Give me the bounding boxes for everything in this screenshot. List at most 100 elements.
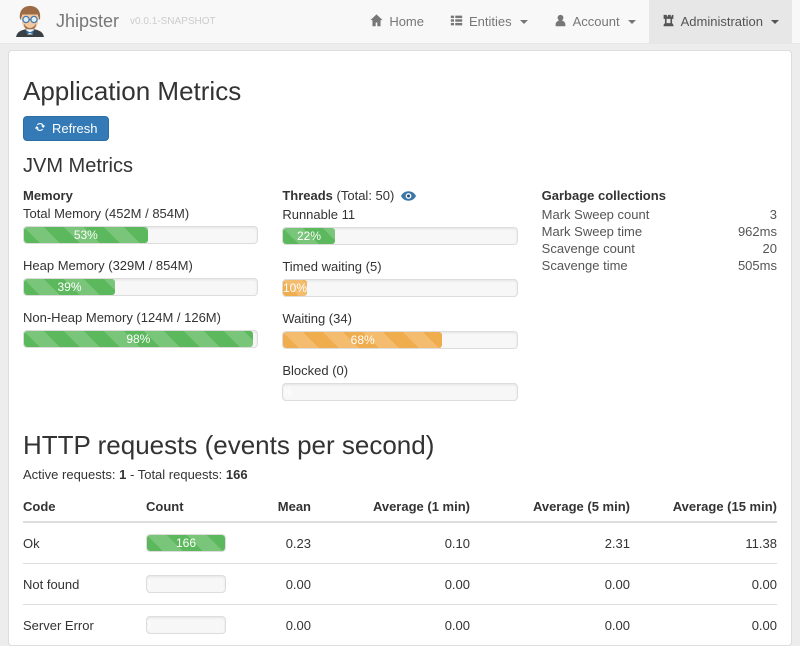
avg1-cell: 0.10 bbox=[444, 535, 470, 551]
nav-item-account[interactable]: Account bbox=[541, 0, 649, 43]
http-requests-title: HTTP requests (events per second) bbox=[23, 429, 435, 460]
refresh-button[interactable]: Refresh bbox=[23, 115, 109, 141]
avg15-cell: 0.00 bbox=[630, 563, 777, 605]
col-header-code: Code bbox=[23, 494, 146, 524]
user-icon bbox=[554, 14, 567, 30]
memory-title: Memory bbox=[23, 187, 73, 203]
heap-memory-progress: 39% bbox=[23, 277, 259, 296]
memory-column: Memory Total Memory (452M / 854M) 53% He… bbox=[23, 186, 259, 415]
runnable-progress: 22% bbox=[282, 226, 518, 245]
total-memory-progress: 53% bbox=[23, 225, 259, 244]
waiting-progress: 68% bbox=[282, 330, 518, 349]
col-header-avg15: Average (15 min) bbox=[630, 494, 777, 524]
jhipster-avatar-icon bbox=[13, 3, 47, 40]
count-cell: 166 bbox=[146, 522, 238, 564]
avg5-cell: 0.00 bbox=[470, 604, 630, 646]
blocked-label: Blocked (0) bbox=[282, 362, 349, 378]
requests-summary: Active requests: 1 - Total requests: 166 bbox=[23, 467, 777, 482]
avg5-cell: 2.31 bbox=[604, 535, 630, 551]
chevron-down-icon bbox=[771, 19, 779, 24]
progress-fill: 10% bbox=[282, 279, 308, 296]
refresh-button-label: Refresh bbox=[52, 120, 98, 136]
list-icon bbox=[450, 14, 463, 30]
nav-item-label: Administration bbox=[680, 14, 763, 29]
nav-item-administration[interactable]: Administration bbox=[648, 0, 792, 43]
timed-waiting-label: Timed waiting (5) bbox=[282, 258, 382, 274]
total-memory-label: Total Memory (452M / 854M) bbox=[23, 205, 190, 221]
progress-fill: 98% bbox=[24, 330, 253, 347]
nav-item-label: Entities bbox=[469, 14, 512, 29]
table-header-row: Code Count Mean Average (1 min) Average … bbox=[23, 494, 777, 524]
table-row-ok: Ok 166 0.23 0.10 2.31 11.38 bbox=[23, 522, 777, 564]
table-row-not-found: Not found 0 0.00 0.00 0.00 0.00 bbox=[23, 563, 777, 605]
progress-value: 22% bbox=[296, 228, 321, 243]
progress-value: 68% bbox=[350, 332, 375, 347]
brand-name: Jhipster bbox=[56, 11, 120, 31]
count-cell: 0 bbox=[146, 563, 238, 605]
mean-cell: 0.23 bbox=[285, 535, 311, 551]
count-cell: 0 bbox=[146, 604, 238, 646]
metrics-page: Application Metrics Refresh JVM Metrics … bbox=[8, 50, 792, 646]
threads-column: Threads (Total: 50) Runnable 11 22% Time… bbox=[282, 186, 518, 415]
brand-version: v0.0.1-SNAPSHOT bbox=[130, 16, 216, 27]
separator: - bbox=[129, 467, 135, 483]
heap-memory-label: Heap Memory (329M / 854M) bbox=[23, 257, 193, 273]
gc-label: Scavenge count bbox=[541, 240, 635, 256]
blocked-progress: 0% bbox=[282, 382, 518, 401]
gc-row: Mark Sweep time 962ms bbox=[542, 223, 777, 240]
avg1-cell: 0.00 bbox=[311, 563, 470, 605]
nav-item-entities[interactable]: Entities bbox=[437, 0, 541, 43]
col-header-mean: Mean bbox=[238, 494, 311, 524]
eye-icon[interactable] bbox=[400, 189, 416, 204]
runnable-label: Runnable 11 bbox=[282, 206, 356, 222]
tower-icon bbox=[662, 14, 675, 30]
active-requests-value: 1 bbox=[119, 467, 127, 483]
code-cell: Not found bbox=[23, 563, 146, 605]
progress-fill: 68% bbox=[283, 331, 442, 348]
progress-value: 53% bbox=[73, 227, 98, 242]
code-cell: Ok bbox=[23, 535, 40, 551]
gc-value: 962ms bbox=[737, 223, 777, 239]
avg1-cell: 0.00 bbox=[311, 604, 470, 646]
avg15-cell: 11.38 bbox=[745, 535, 777, 551]
brand[interactable]: Jhipster v0.0.1-SNAPSHOT bbox=[0, 0, 216, 43]
progress-fill: 39% bbox=[24, 278, 115, 295]
count-value: 166 bbox=[175, 536, 197, 551]
chevron-down-icon bbox=[627, 19, 636, 24]
count-value: 0 bbox=[147, 577, 150, 591]
nav-item-home[interactable]: Home bbox=[357, 0, 437, 43]
total-requests-label: Total requests: bbox=[137, 467, 223, 483]
gc-label: Mark Sweep count bbox=[541, 206, 650, 222]
count-value: 0 bbox=[147, 618, 150, 632]
gc-label: Scavenge time bbox=[541, 257, 628, 273]
col-header-avg1: Average (1 min) bbox=[311, 494, 470, 524]
count-progress: 0 bbox=[146, 616, 226, 635]
gc-row: Mark Sweep count 3 bbox=[542, 206, 777, 223]
http-requests-table: Code Count Mean Average (1 min) Average … bbox=[23, 494, 777, 646]
code-cell: Server Error bbox=[23, 604, 146, 646]
timed-waiting-progress: 10% bbox=[282, 278, 518, 297]
gc-row: Scavenge time 505ms bbox=[542, 257, 777, 274]
nonheap-memory-progress: 98% bbox=[23, 329, 259, 348]
nav-item-label: Home bbox=[389, 14, 424, 29]
gc-title: Garbage collections bbox=[541, 187, 666, 203]
progress-value: 10% bbox=[282, 280, 308, 295]
threads-title-label: Threads bbox=[282, 187, 333, 203]
gc-value: 20 bbox=[762, 240, 777, 256]
col-header-count: Count bbox=[146, 494, 238, 524]
gc-column: Garbage collections Mark Sweep count 3 M… bbox=[542, 186, 777, 415]
jvm-metrics-title: JVM Metrics bbox=[23, 154, 133, 177]
progress-fill: 22% bbox=[283, 227, 335, 244]
navbar: Jhipster v0.0.1-SNAPSHOT Home Entities bbox=[0, 0, 800, 44]
total-requests-value: 166 bbox=[225, 467, 248, 483]
nonheap-memory-label: Non-Heap Memory (124M / 126M) bbox=[23, 309, 221, 325]
col-header-avg5: Average (5 min) bbox=[470, 494, 630, 524]
nav-menu: Home Entities Account Admin bbox=[357, 0, 800, 43]
active-requests-label: Active requests: bbox=[23, 467, 116, 483]
table-row-server-error: Server Error 0 0.00 0.00 0.00 0.00 bbox=[23, 604, 777, 646]
threads-title: Threads (Total: 50) bbox=[282, 188, 517, 204]
progress-value: 0% bbox=[282, 384, 292, 399]
jvm-metrics-grid: Memory Total Memory (452M / 854M) 53% He… bbox=[23, 186, 777, 415]
mean-cell: 0.00 bbox=[238, 604, 311, 646]
nav-item-label: Account bbox=[572, 14, 620, 29]
